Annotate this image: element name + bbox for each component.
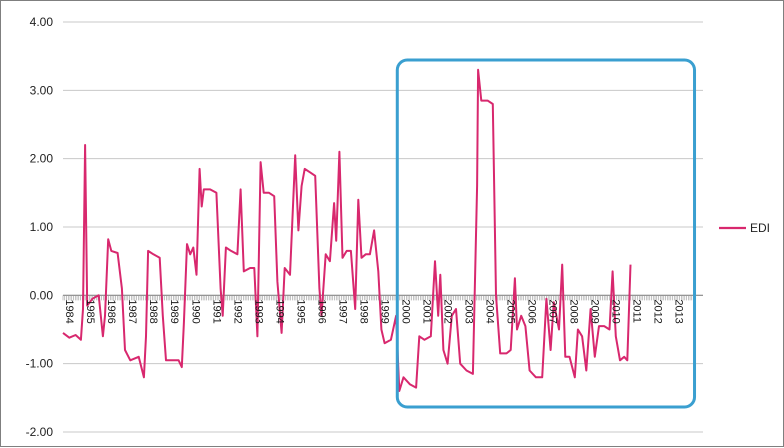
x-tick-label: 2010 bbox=[610, 299, 622, 323]
x-tick-label: 1989 bbox=[168, 299, 180, 323]
x-tick-label: 1995 bbox=[294, 299, 306, 323]
x-tick-label: 1990 bbox=[189, 299, 201, 323]
x-tick-label: 2000 bbox=[399, 299, 411, 323]
x-tick-label: 2012 bbox=[652, 299, 664, 323]
x-tick-label: 2011 bbox=[631, 299, 643, 323]
y-tick-label: 3.00 bbox=[30, 83, 54, 97]
legend-label-edi: EDI bbox=[750, 221, 770, 235]
x-tick-label: 2008 bbox=[568, 299, 580, 323]
highlight-box bbox=[395, 58, 697, 409]
x-tick-label: 2003 bbox=[462, 299, 474, 323]
x-tick-label: 2001 bbox=[420, 299, 432, 323]
x-axis-tick-labels: 1984 1985 1986 1987 1988 1989 1990 1991 1992 1993… bbox=[63, 299, 685, 323]
series-line-edi bbox=[62, 68, 632, 392]
y-tick-label: 4.00 bbox=[30, 15, 54, 29]
x-tick-label: 2013 bbox=[673, 299, 685, 323]
x-tick-label: 1987 bbox=[126, 299, 138, 323]
y-tick-label: -2.00 bbox=[26, 425, 54, 439]
x-tick-label: 2004 bbox=[484, 299, 496, 323]
x-tick-label: 1994 bbox=[273, 299, 285, 323]
x-tick-label: 1993 bbox=[252, 299, 264, 323]
x-tick-label: 1991 bbox=[210, 299, 222, 323]
x-tick-label: 2009 bbox=[589, 299, 601, 323]
y-tick-label: -1.00 bbox=[26, 357, 54, 371]
x-tick-label: 1999 bbox=[378, 299, 390, 323]
x-tick-label: 1996 bbox=[315, 299, 327, 323]
x-tick-label: 1984 bbox=[63, 299, 75, 323]
x-tick-label: 1998 bbox=[357, 299, 369, 323]
x-tick-label: 2006 bbox=[526, 299, 538, 323]
y-axis-tick-labels: 4.00 3.00 2.00 1.00 0.00 -1.00 -2.00 bbox=[26, 15, 54, 439]
x-tick-label: 1986 bbox=[105, 299, 117, 323]
x-tick-label: 1985 bbox=[84, 299, 96, 323]
x-tick-label: 2005 bbox=[505, 299, 517, 323]
x-tick-label: 2002 bbox=[441, 299, 453, 323]
x-tick-label: 1997 bbox=[336, 299, 348, 323]
x-tick-label: 2007 bbox=[547, 299, 559, 323]
x-tick-label: 1992 bbox=[231, 299, 243, 323]
x-tick-label: 1988 bbox=[147, 299, 159, 323]
series-edi bbox=[62, 68, 632, 392]
y-tick-label: 1.00 bbox=[30, 220, 54, 234]
y-tick-label: 0.00 bbox=[30, 288, 54, 302]
y-tick-label: 2.00 bbox=[30, 152, 54, 166]
legend: EDI bbox=[719, 221, 770, 235]
gridlines bbox=[63, 21, 703, 433]
